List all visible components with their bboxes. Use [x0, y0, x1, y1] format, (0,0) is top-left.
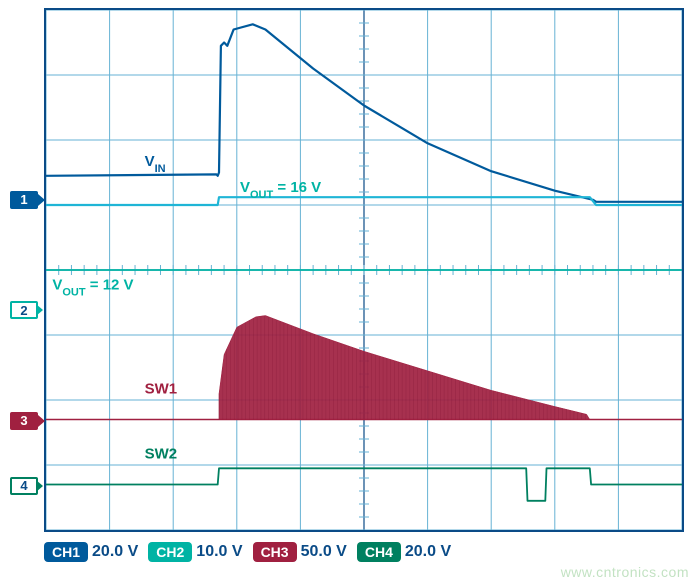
channel-scale: 10.0 V [196, 543, 242, 561]
svg-text:SW1: SW1 [145, 381, 178, 398]
channel-scale: 20.0 V [92, 543, 138, 561]
channel-badge: CH3 [253, 542, 297, 562]
channel-marker-2: 2 [10, 301, 38, 319]
svg-text:VIN: VIN [145, 153, 166, 175]
channel-footer: CH120.0 VCH210.0 VCH350.0 VCH420.0 V [44, 538, 684, 566]
channel-badge: CH4 [357, 542, 401, 562]
channel-scale: 50.0 V [301, 543, 347, 561]
channel-badge: CH1 [44, 542, 88, 562]
channel-marker-3: 3 [10, 412, 38, 430]
oscilloscope-capture: VINVOUT = 16 VVOUT = 12 VSW1SW2 1234 CH1… [0, 0, 697, 582]
channel-badge: CH2 [148, 542, 192, 562]
watermark: www.cntronics.com [561, 564, 689, 580]
svg-text:SW2: SW2 [145, 446, 178, 463]
scope-screen: VINVOUT = 16 VVOUT = 12 VSW1SW2 [44, 8, 684, 532]
channel-marker-1: 1 [10, 191, 38, 209]
channel-scale: 20.0 V [405, 543, 451, 561]
svg-text:VOUT = 12 V: VOUT = 12 V [52, 277, 133, 299]
scope-plot: VINVOUT = 16 VVOUT = 12 VSW1SW2 [46, 10, 682, 530]
channel-marker-4: 4 [10, 477, 38, 495]
